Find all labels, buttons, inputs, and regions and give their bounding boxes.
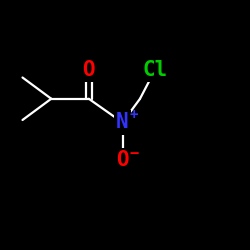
Text: O: O: [82, 60, 95, 80]
Text: N: N: [116, 112, 129, 132]
Text: +: +: [130, 108, 138, 122]
Text: −: −: [129, 146, 138, 161]
Text: Cl: Cl: [142, 60, 168, 80]
Text: O: O: [116, 150, 129, 170]
